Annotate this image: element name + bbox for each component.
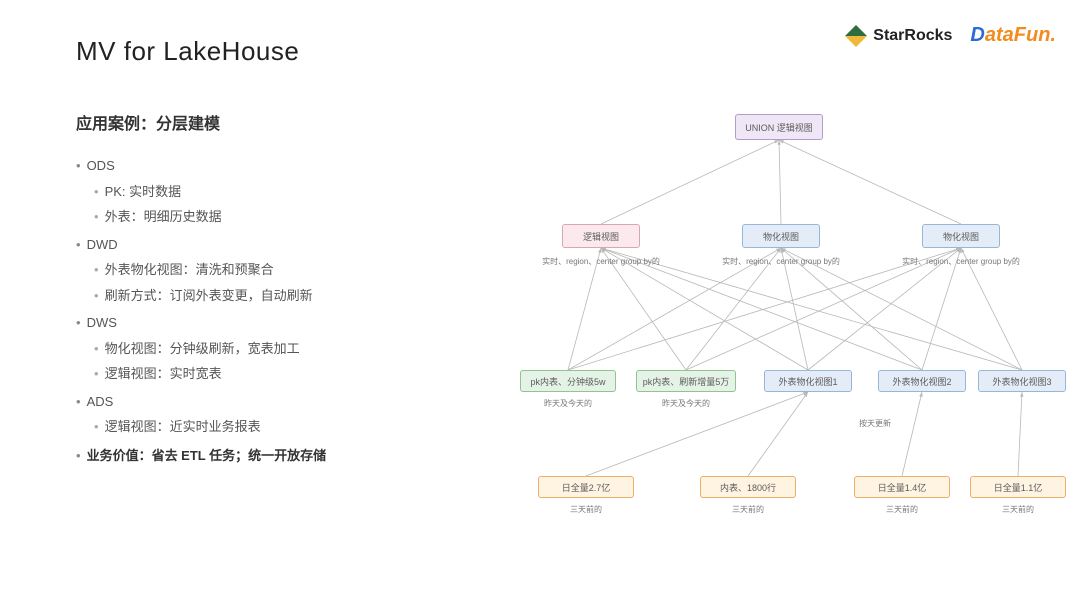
diagram-edges [480, 100, 1070, 540]
diagram-caption: 三天前的 [958, 504, 1078, 515]
starrocks-logo: StarRocks [845, 25, 952, 47]
diagram-node-m2: 物化视图 [742, 224, 820, 248]
diagram-caption: 昨天及今天的 [626, 398, 746, 409]
diagram-caption: 三天前的 [526, 504, 646, 515]
diagram-node-b1: 外表物化视图1 [764, 370, 852, 392]
diagram-node-m3: 物化视图 [922, 224, 1000, 248]
diagram-caption: 昨天及今天的 [508, 398, 628, 409]
outline-item: 逻辑视图：实时宽表 [94, 364, 456, 384]
starrocks-text: StarRocks [873, 27, 952, 45]
datafun-logo-rest: ataFun. [985, 24, 1056, 46]
outline-item: 逻辑视图：近实时业务报表 [94, 417, 456, 437]
outline-list: ODSPK: 实时数据外表：明细历史数据 DWD外表物化视图：清洗和预聚合刷新方式… [76, 156, 456, 437]
diagram-node-o3: 日全量1.4亿 [854, 476, 950, 498]
outline-section: DWD外表物化视图：清洗和预聚合刷新方式：订阅外表变更，自动刷新 [76, 235, 456, 306]
outline-sublist: 物化视图：分钟级刷新，宽表加工逻辑视图：实时宽表 [94, 339, 456, 384]
datafun-logo: DataFun. [970, 24, 1056, 47]
outline-section: ODSPK: 实时数据外表：明细历史数据 [76, 156, 456, 227]
diagram-node-b2: 外表物化视图2 [878, 370, 966, 392]
diagram-node-o4: 日全量1.1亿 [970, 476, 1066, 498]
diagram-caption: 三天前的 [842, 504, 962, 515]
diagram-caption: 实时、region、center group by的 [901, 256, 1021, 267]
outline-section: DWS物化视图：分钟级刷新，宽表加工逻辑视图：实时宽表 [76, 313, 456, 384]
diagram-node-b3: 外表物化视图3 [978, 370, 1066, 392]
outline-item: 外表物化视图：清洗和预聚合 [94, 260, 456, 280]
diagram-node-o2: 内表、1800行 [700, 476, 796, 498]
value-line: 业务价值：省去 ETL 任务；统一开放存储 [76, 445, 456, 464]
diagram-node-m1: 逻辑视图 [562, 224, 640, 248]
case-title: 应用案例：分层建模 [76, 110, 456, 134]
outline-item: PK: 实时数据 [94, 182, 456, 202]
diagram-caption: 实时、region、center group by的 [721, 256, 841, 267]
starrocks-icon [845, 25, 867, 47]
diagram-caption: 实时、region、center group by的 [541, 256, 661, 267]
outline-item: 物化视图：分钟级刷新，宽表加工 [94, 339, 456, 359]
outline-section: ADS逻辑视图：近实时业务报表 [76, 392, 456, 437]
outline-sublist: 外表物化视图：清洗和预聚合刷新方式：订阅外表变更，自动刷新 [94, 260, 456, 305]
diagram: UNION 逻辑视图逻辑视图实时、region、center group by的… [480, 100, 1070, 540]
datafun-logo-d: D [970, 24, 984, 46]
left-panel: 应用案例：分层建模 ODSPK: 实时数据外表：明细历史数据 DWD外表物化视图：… [76, 110, 456, 464]
outline-sublist: 逻辑视图：近实时业务报表 [94, 417, 456, 437]
diagram-caption: 三天前的 [688, 504, 808, 515]
outline-item: 外表：明细历史数据 [94, 207, 456, 227]
diagram-node-g2: pk内表、刷新增量5万 [636, 370, 736, 392]
outline-item: 刷新方式：订阅外表变更，自动刷新 [94, 286, 456, 306]
outline-sublist: PK: 实时数据外表：明细历史数据 [94, 182, 456, 227]
diagram-node-g1: pk内表、分钟级5w [520, 370, 616, 392]
diagram-node-o1: 日全量2.7亿 [538, 476, 634, 498]
diagram-caption: 按天更新 [835, 418, 915, 429]
diagram-node-top: UNION 逻辑视图 [735, 114, 823, 140]
logo-bar: StarRocks DataFun. [845, 24, 1056, 47]
